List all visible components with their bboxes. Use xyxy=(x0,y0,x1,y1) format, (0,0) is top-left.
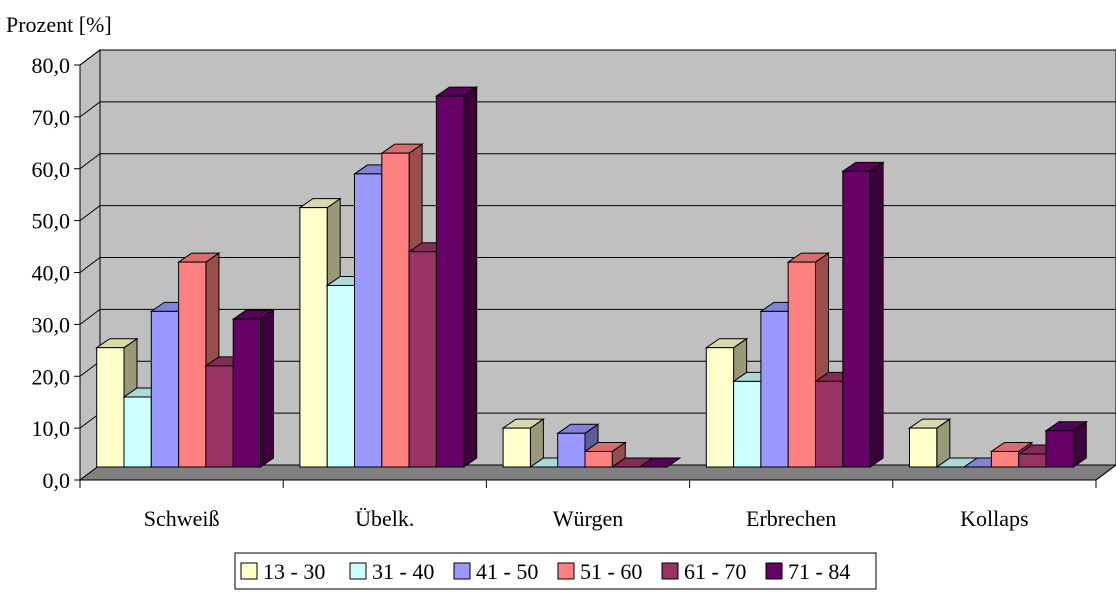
y-tick-label: 70,0 xyxy=(32,105,71,130)
bar xyxy=(150,310,180,468)
y-tick-label: 30,0 xyxy=(32,312,71,337)
legend-label: 41 - 50 xyxy=(476,559,538,584)
bar-side xyxy=(260,309,274,468)
floor-edge xyxy=(1095,464,1116,481)
bar xyxy=(178,261,207,468)
legend-label: 71 - 84 xyxy=(788,559,850,584)
bar-side xyxy=(463,86,478,468)
bar xyxy=(96,347,125,468)
bar xyxy=(990,450,1020,468)
legend-swatch xyxy=(765,562,783,580)
bar xyxy=(1045,430,1074,468)
bar xyxy=(584,450,613,468)
legend-swatch xyxy=(240,562,258,580)
bar xyxy=(326,284,356,468)
legend-swatch xyxy=(349,562,367,580)
y-tick-label: 40,0 xyxy=(32,261,71,286)
bar xyxy=(733,380,762,468)
bar xyxy=(435,95,465,468)
gridline xyxy=(79,257,1116,273)
bar xyxy=(232,318,261,468)
x-category-label: Schweiß xyxy=(144,506,220,531)
gridline xyxy=(79,101,1116,118)
gridline xyxy=(79,205,1116,222)
bar xyxy=(705,347,735,468)
x-category-label: Kollaps xyxy=(960,506,1028,531)
x-category-label: Erbrechen xyxy=(746,506,836,531)
bar xyxy=(842,170,871,468)
bar xyxy=(760,310,789,468)
gridline xyxy=(79,153,1116,170)
bar xyxy=(1018,453,1047,468)
bar xyxy=(299,207,328,468)
y-tick-label: 60,0 xyxy=(32,157,71,182)
bar-side xyxy=(869,161,884,468)
bar xyxy=(205,365,234,468)
legend-label: 61 - 70 xyxy=(684,559,746,584)
y-tick-label: 20,0 xyxy=(32,364,71,389)
bar xyxy=(787,261,817,468)
gridline xyxy=(79,49,1116,66)
y-tick-label: 10,0 xyxy=(32,416,71,441)
y-tick-label: 0,0 xyxy=(43,468,71,493)
legend-label: 31 - 40 xyxy=(372,559,434,584)
legend-swatch xyxy=(557,562,575,580)
bar xyxy=(381,152,410,468)
bar xyxy=(815,380,844,468)
y-axis-title: Prozent [%] xyxy=(6,12,112,37)
bar xyxy=(123,396,152,468)
legend-label: 51 - 60 xyxy=(580,559,642,584)
legend-swatch xyxy=(453,562,471,580)
y-tick-label: 50,0 xyxy=(32,209,71,234)
bar xyxy=(354,173,383,468)
y-tick-label: 80,0 xyxy=(32,53,71,78)
bar xyxy=(408,251,437,468)
bar xyxy=(502,427,531,468)
legend-swatch xyxy=(661,562,679,580)
legend-label: 13 - 30 xyxy=(263,559,325,584)
x-category-label: Übelk. xyxy=(355,506,414,531)
bar xyxy=(557,432,586,468)
bar xyxy=(909,427,938,468)
x-category-label: Würgen xyxy=(553,506,623,531)
bar-top xyxy=(637,457,682,468)
